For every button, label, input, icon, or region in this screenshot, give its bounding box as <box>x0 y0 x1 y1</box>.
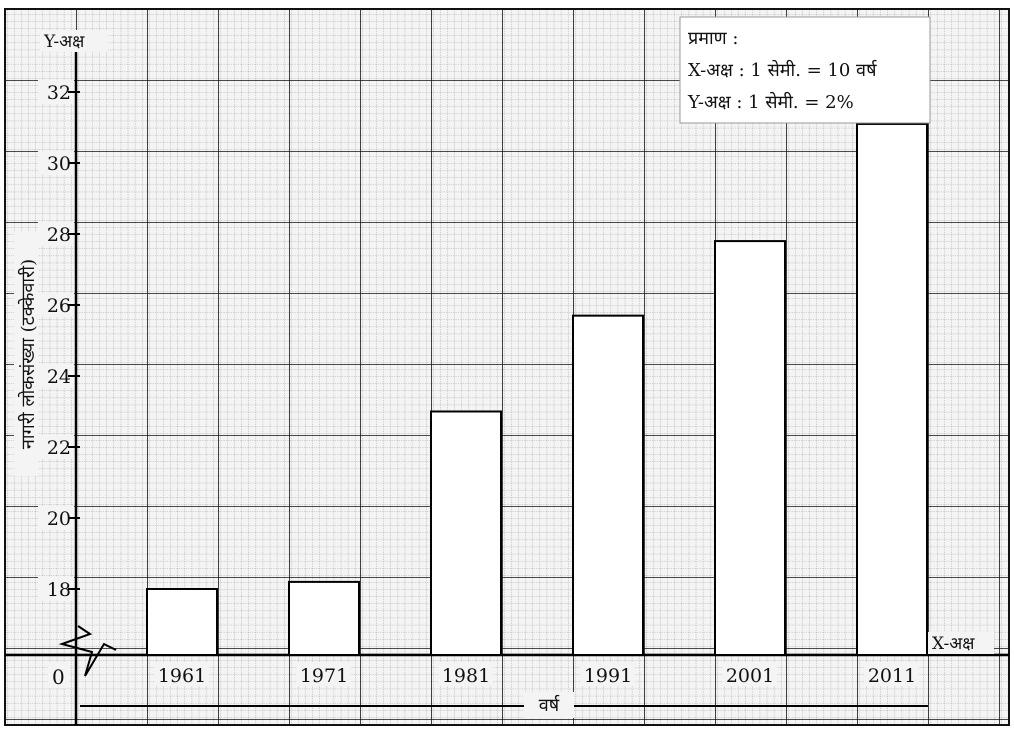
bar-1961 <box>146 588 218 656</box>
x-tick-label-1971: 1971 <box>300 665 348 687</box>
y-axis-name: Y-अक्ष <box>43 32 85 52</box>
x-tick-labels: 1961 1971 1981 1991 2001 2011 <box>155 662 919 687</box>
bar-1981 <box>430 410 502 656</box>
x-tick-label-1961: 1961 <box>158 665 206 687</box>
x-axis-label: वर्ष <box>539 694 560 716</box>
y-tick-label: 24 <box>47 366 71 388</box>
y-axis-label: नागरी लोकसंख्या (टक्केवारी) <box>17 259 39 449</box>
scale-heading: प्रमाण : <box>688 28 738 49</box>
scale-legend: प्रमाण : X-अक्ष : 1 सेमी. = 10 वर्ष Y-अक… <box>679 16 931 124</box>
y-tick-label: 26 <box>47 295 71 317</box>
y-tick-label: 18 <box>47 579 71 601</box>
y-tick-label: 28 <box>47 224 71 246</box>
y-tick-label: 32 <box>47 82 71 104</box>
bar-1971 <box>288 580 360 657</box>
x-tick-label-2011: 2011 <box>868 665 916 687</box>
x-tick-label-2001: 2001 <box>726 665 774 687</box>
bar-2011 <box>856 122 928 656</box>
y-tick-label: 22 <box>47 437 71 459</box>
x-axis-name: X-अक्ष <box>932 634 975 654</box>
y-tick-label: 30 <box>47 153 71 175</box>
axis-break-mark <box>58 625 117 677</box>
bar-1991 <box>572 314 644 656</box>
x-tick-label-1981: 1981 <box>442 665 490 687</box>
x-tick-label-1991: 1991 <box>584 665 632 687</box>
bar-2001 <box>714 240 786 656</box>
scale-y: Y-अक्ष : 1 सेमी. = 2% <box>687 91 854 113</box>
y-tick-label: 20 <box>47 508 71 530</box>
y-ticks: 18 20 22 24 26 28 30 32 <box>38 80 80 601</box>
graph-border <box>4 8 1010 726</box>
scale-x: X-अक्ष : 1 सेमी. = 10 वर्ष <box>688 59 877 81</box>
bars <box>146 122 928 657</box>
origin-label: 0 <box>52 665 65 689</box>
